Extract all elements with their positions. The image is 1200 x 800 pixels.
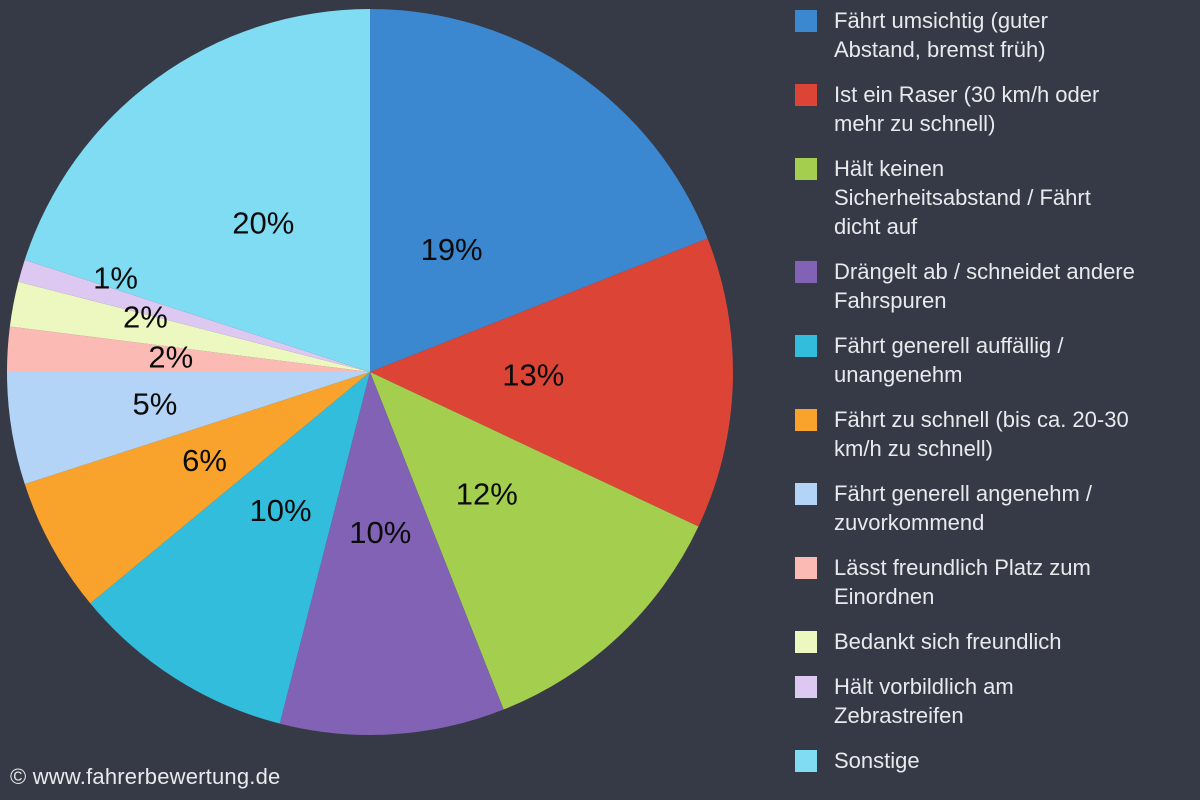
pie-slice[interactable] xyxy=(370,238,734,527)
pie-chart-svg: 19% 13% 12% 10% 10% 6%5% 2% 2% 1% 20% xyxy=(6,9,734,736)
chart-legend: Fährt umsichtig (guter Abstand, bremst f… xyxy=(795,0,1200,800)
pie-slice[interactable] xyxy=(279,372,504,736)
pie-slice-label: 5% xyxy=(132,386,177,421)
legend-item[interactable]: Bedankt sich freundlich xyxy=(795,627,1200,656)
legend-swatch-icon xyxy=(795,483,817,505)
pie-slice[interactable] xyxy=(9,281,371,372)
legend-item[interactable]: Fährt generell auffällig / unangenehm xyxy=(795,331,1200,389)
legend-item-label: Bedankt sich freundlich xyxy=(834,629,1062,654)
legend-item[interactable]: Ist ein Raser (30 km/h oder mehr zu schn… xyxy=(795,80,1200,138)
legend-swatch-icon xyxy=(795,10,817,32)
legend-item-label: Fährt umsichtig (guter Abstand, bremst f… xyxy=(834,8,1048,62)
pie-slice-label: 2% xyxy=(148,340,193,375)
pie-slice[interactable] xyxy=(18,259,371,372)
legend-item-label: Fährt zu schnell (bis ca. 20-30 km/h zu … xyxy=(834,407,1129,461)
pie-slice-label: 2% xyxy=(123,299,168,334)
legend-swatch-icon xyxy=(795,676,817,698)
legend-item[interactable]: Fährt generell angenehm / zuvorkommend xyxy=(795,479,1200,537)
legend-swatch-icon xyxy=(795,750,817,772)
pie-slice[interactable] xyxy=(7,372,370,485)
pie-slice[interactable] xyxy=(370,372,699,710)
legend-item-label: Fährt generell angenehm / zuvorkommend xyxy=(834,481,1093,535)
pie-slice-label: 13% xyxy=(502,357,564,392)
legend-swatch-icon xyxy=(795,557,817,579)
pie-slice[interactable] xyxy=(90,372,371,724)
legend-swatch-icon xyxy=(795,84,817,106)
legend-item[interactable]: Fährt zu schnell (bis ca. 20-30 km/h zu … xyxy=(795,405,1200,463)
legend-item-label: Hält vorbildlich am Zebrastreifen xyxy=(834,674,1014,728)
legend-item-label: Drängelt ab / schneidet andere Fahrspure… xyxy=(834,259,1135,313)
legend-item-label: Ist ein Raser (30 km/h oder mehr zu schn… xyxy=(834,82,1100,136)
legend-swatch-icon xyxy=(795,409,817,431)
legend-item[interactable]: Fährt umsichtig (guter Abstand, bremst f… xyxy=(795,6,1200,64)
pie-slices-group xyxy=(6,9,734,736)
pie-slice-label: 6% xyxy=(182,443,227,478)
legend-item-label: Sonstige xyxy=(834,748,920,773)
legend-item[interactable]: Lässt freundlich Platz zum Einordnen xyxy=(795,553,1200,611)
legend-item-label: Fährt generell auffällig / unangenehm xyxy=(834,333,1064,387)
pie-slice[interactable] xyxy=(24,372,371,604)
legend-item[interactable]: Hält vorbildlich am Zebrastreifen xyxy=(795,672,1200,730)
legend-item[interactable]: Hält keinen Sicherheitsabstand / Fährt d… xyxy=(795,154,1200,241)
legend-swatch-icon xyxy=(795,335,817,357)
watermark-text: © www.fahrerbewertung.de xyxy=(10,764,281,789)
legend-item-label: Hält keinen Sicherheitsabstand / Fährt d… xyxy=(834,156,1091,239)
pie-chart-area: 19% 13% 12% 10% 10% 6% 5% 2% 2% 1% 20% xyxy=(6,9,734,736)
pie-slice-label: 10% xyxy=(349,515,411,550)
legend-item[interactable]: Drängelt ab / schneidet andere Fahrspure… xyxy=(795,257,1200,315)
pie-slice-label: 19% xyxy=(421,232,483,267)
legend-item-label: Lässt freundlich Platz zum Einordnen xyxy=(834,555,1091,609)
legend-swatch-icon xyxy=(795,631,817,653)
pie-slice[interactable] xyxy=(370,9,708,372)
legend-swatch-icon xyxy=(795,261,817,283)
pie-slice[interactable] xyxy=(24,9,371,372)
pie-slice-labels-group: 19% 13% 12% 10% 10% 6%5% 2% 2% 1% 20% xyxy=(93,205,564,550)
pie-slice[interactable] xyxy=(6,326,370,373)
legend-swatch-icon xyxy=(795,158,817,180)
pie-slice-label: 10% xyxy=(250,493,312,528)
legend-item[interactable]: Sonstige xyxy=(795,746,1200,775)
pie-slice-label: 1% xyxy=(93,260,138,295)
pie-slice-label: 20% xyxy=(232,205,294,240)
pie-slice-label: 12% xyxy=(456,477,518,512)
